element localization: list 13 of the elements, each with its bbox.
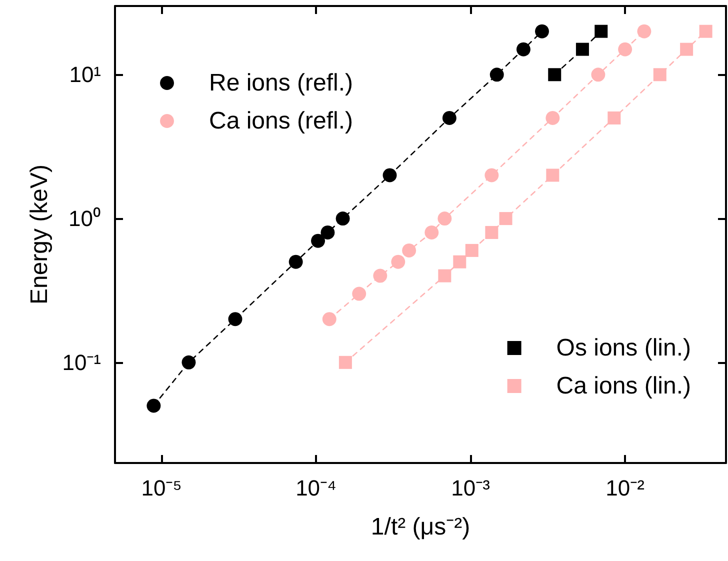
x-axis-title: 1/t² (μs⁻²) bbox=[370, 514, 470, 540]
x-tick-label: 10⁻³ bbox=[451, 476, 490, 500]
y-axis-title: Energy (keV) bbox=[26, 164, 53, 305]
legend-label: Re ions (refl.) bbox=[209, 70, 354, 96]
y-tick-label: 10⁰ bbox=[68, 206, 101, 232]
y-tick-label: 10¹ bbox=[69, 62, 101, 88]
legend-label: Ca ions (refl.) bbox=[209, 108, 354, 134]
legend-label: Os ions (lin.) bbox=[556, 334, 691, 362]
legend-label: Ca ions (lin.) bbox=[556, 372, 692, 400]
x-tick-label: 10⁻² bbox=[606, 476, 644, 500]
x-tick-label: 10⁻⁴ bbox=[296, 476, 336, 500]
x-tick-label: 10⁻⁵ bbox=[141, 476, 182, 500]
y-tick-label: 10⁻¹ bbox=[62, 350, 101, 375]
